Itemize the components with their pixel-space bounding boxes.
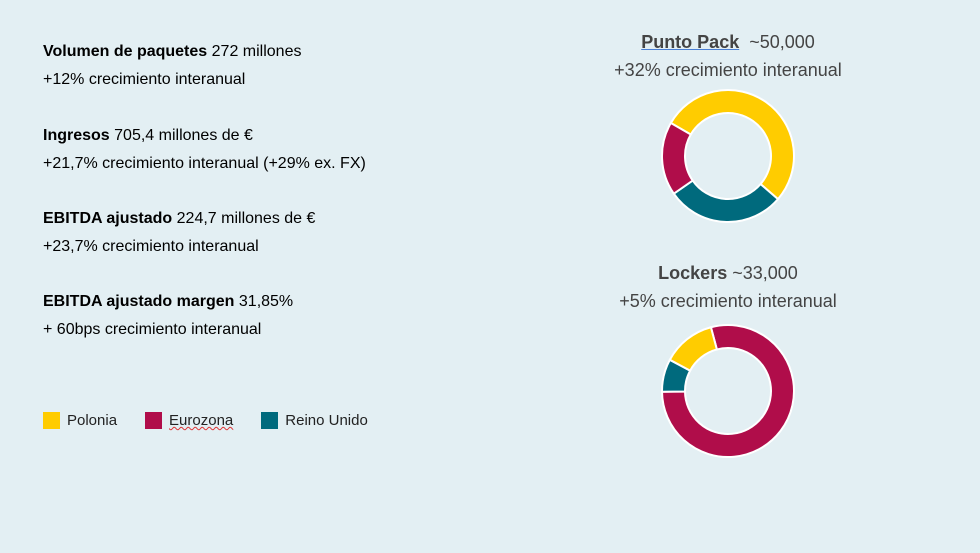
chart-legend: Polonia Eurozona Reino Unido bbox=[43, 412, 396, 429]
legend-item-polonia: Polonia bbox=[43, 412, 117, 429]
chart-subtitle: +32% crecimiento interanual bbox=[614, 60, 842, 80]
legend-item-reino-unido: Reino Unido bbox=[261, 412, 368, 429]
donut-chart-punto-pack bbox=[661, 89, 795, 223]
donut-slice-polonia bbox=[669, 89, 795, 201]
chart-title-value: ~33,000 bbox=[732, 263, 798, 283]
kpi-growth: +12% crecimiento interanual bbox=[43, 71, 246, 88]
kpi-label: EBITDA ajustado margen bbox=[43, 293, 235, 310]
chart-title: Punto Pack bbox=[641, 32, 740, 52]
kpi-value: 31,85% bbox=[238, 293, 294, 310]
kpi-label: Volumen de paquetes bbox=[43, 43, 208, 60]
chart-title-lockers: Lockers ~33,000 +5% crecimiento interanu… bbox=[578, 259, 878, 315]
legend-label: Polonia bbox=[67, 412, 118, 429]
chart-title: Lockers bbox=[658, 263, 728, 283]
kpi-growth: +21,7% crecimiento interanual (+29% ex. … bbox=[43, 155, 366, 172]
kpi-label: EBITDA ajustado bbox=[43, 210, 173, 227]
legend-swatch bbox=[43, 412, 60, 429]
kpi-label: Ingresos bbox=[43, 127, 110, 144]
kpi-ebitda-margin: EBITDA ajustado margen 31,85% + 60bps cr… bbox=[43, 288, 293, 344]
legend-label: Reino Unido bbox=[285, 412, 368, 429]
chart-subtitle: +5% crecimiento interanual bbox=[619, 291, 837, 311]
kpi-value: 705,4 millones de € bbox=[114, 127, 253, 144]
kpi-growth: +23,7% crecimiento interanual bbox=[43, 238, 259, 255]
legend-label: Eurozona bbox=[169, 412, 234, 429]
kpi-value: 224,7 millones de € bbox=[176, 210, 316, 227]
legend-swatch bbox=[261, 412, 279, 429]
kpi-growth: + 60bps crecimiento interanual bbox=[43, 321, 262, 338]
kpi-value: 272 millones bbox=[211, 43, 302, 60]
donut-chart-lockers bbox=[660, 324, 795, 458]
donut-slice-eurozona bbox=[661, 121, 695, 196]
donut-slice-polonia bbox=[668, 326, 719, 373]
legend-swatch bbox=[145, 412, 163, 429]
legend-item-eurozona: Eurozona bbox=[145, 412, 233, 429]
kpi-revenue: Ingresos 705,4 millones de € +21,7% crec… bbox=[43, 122, 366, 178]
kpi-volume: Volumen de paquetes 272 millones +12% cr… bbox=[43, 38, 301, 94]
chart-title-punto-pack: Punto Pack ~50,000 +32% crecimiento inte… bbox=[578, 28, 878, 84]
chart-title-value: ~50,000 bbox=[749, 32, 815, 52]
donut-slice-reino-unido bbox=[672, 179, 780, 223]
donut-slice-eurozona bbox=[660, 324, 795, 458]
kpi-ebitda: EBITDA ajustado 224,7 millones de € +23,… bbox=[43, 205, 315, 261]
